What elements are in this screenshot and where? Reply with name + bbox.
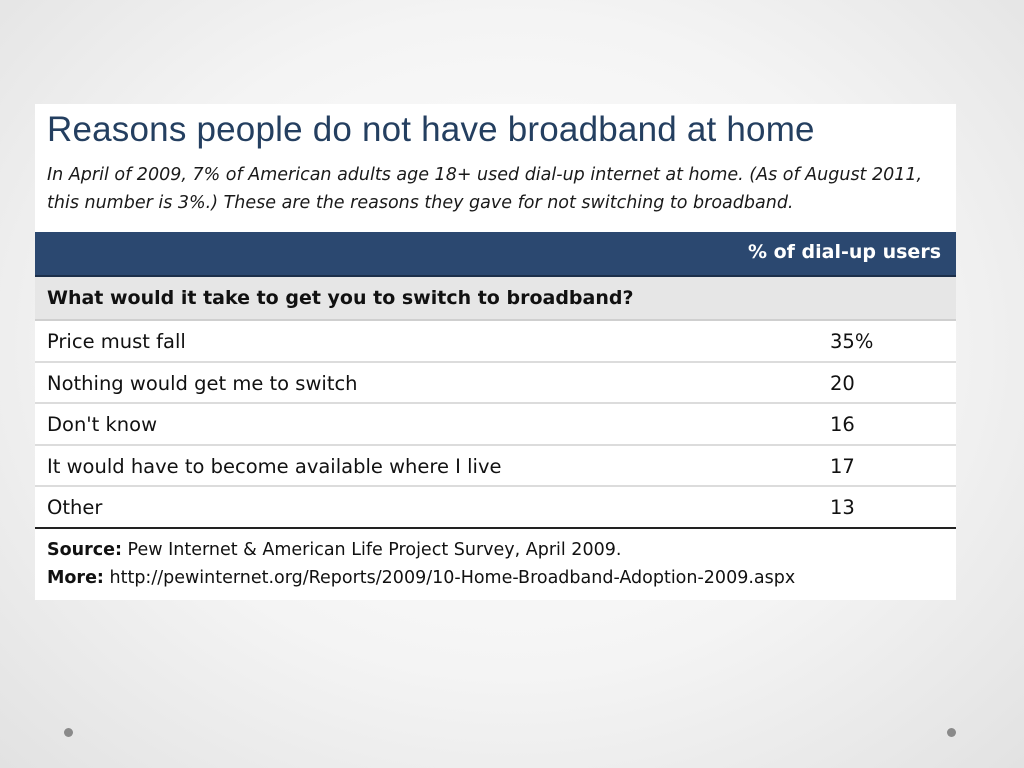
row-label: Other <box>47 496 103 519</box>
chart-card: Reasons people do not have broadband at … <box>35 104 956 600</box>
row-value: 17 <box>830 454 855 478</box>
more-link: http://pewinternet.org/Reports/2009/10-H… <box>103 568 796 588</box>
table-row: Price must fall 35% <box>35 321 956 363</box>
table-row: Nothing would get me to switch 20 <box>35 363 956 404</box>
source-label: Source: <box>47 540 122 560</box>
source-footer: Source: Pew Internet & American Life Pro… <box>47 536 795 592</box>
table-row: Other 13 <box>35 487 956 529</box>
more-label: More: <box>47 568 104 588</box>
slide-dot-right <box>947 728 956 737</box>
column-header: % of dial-up users <box>747 241 941 263</box>
chart-title: Reasons people do not have broadband at … <box>47 110 815 149</box>
row-value: 16 <box>830 413 855 436</box>
question-label: What would it take to get you to switch … <box>47 287 634 309</box>
row-value: 13 <box>830 496 855 519</box>
table-row: Don't know 16 <box>35 404 956 446</box>
row-value: 20 <box>830 371 855 395</box>
row-label: It would have to become available where … <box>47 454 502 478</box>
source-text: Pew Internet & American Life Project Sur… <box>121 540 622 560</box>
table-header: % of dial-up users <box>35 232 956 277</box>
table-body: Price must fall 35% Nothing would get me… <box>35 321 956 529</box>
row-value: 35% <box>830 330 874 353</box>
more-line: More: http://pewinternet.org/Reports/200… <box>47 564 795 592</box>
source-line: Source: Pew Internet & American Life Pro… <box>47 536 795 564</box>
table-row: It would have to become available where … <box>35 446 956 487</box>
slide-dot-left <box>64 728 73 737</box>
row-label: Price must fall <box>47 330 186 353</box>
row-label: Nothing would get me to switch <box>47 371 358 395</box>
chart-subtitle: In April of 2009, 7% of American adults … <box>47 165 923 213</box>
question-row: What would it take to get you to switch … <box>35 277 956 321</box>
row-label: Don't know <box>47 413 158 436</box>
